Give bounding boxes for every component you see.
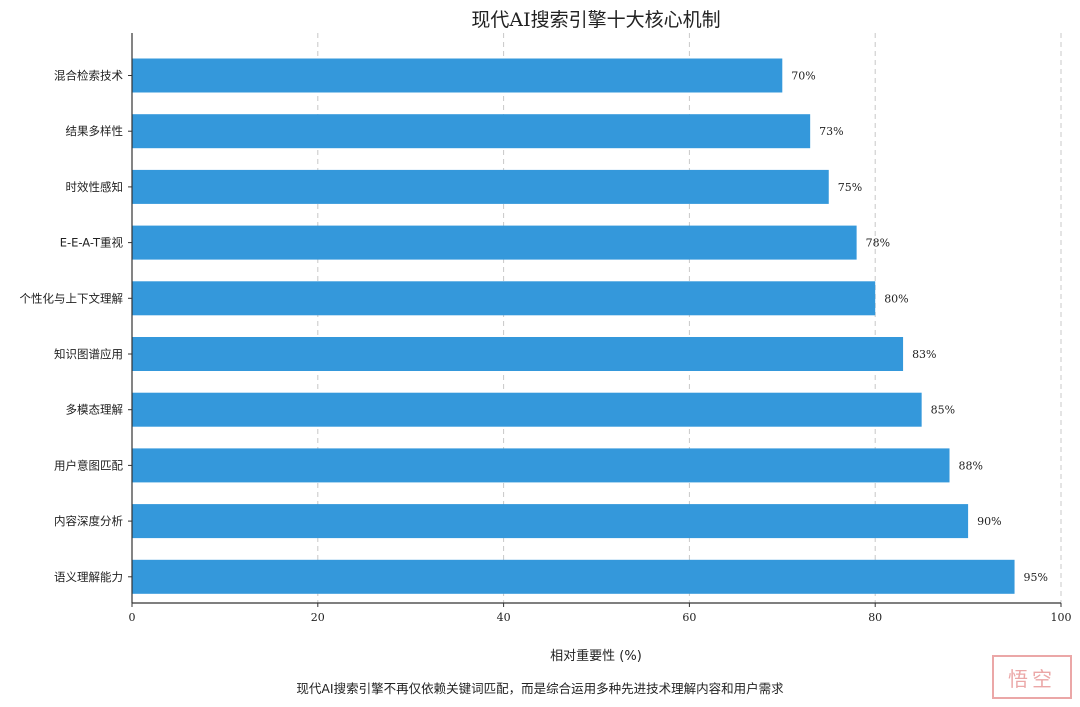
category-label: 个性化与上下文理解 bbox=[20, 291, 124, 305]
chart-title: 现代AI搜索引擎十大核心机制 bbox=[471, 9, 720, 31]
watermark-logo: 悟空 bbox=[992, 655, 1072, 699]
value-label: 90% bbox=[977, 515, 1001, 528]
value-label: 95% bbox=[1024, 571, 1048, 584]
category-label: 用户意图匹配 bbox=[54, 458, 123, 472]
value-label: 73% bbox=[819, 125, 843, 138]
x-tick-label: 60 bbox=[682, 611, 696, 624]
category-label: 多模态理解 bbox=[66, 403, 124, 417]
value-label: 88% bbox=[959, 459, 983, 472]
value-label: 75% bbox=[838, 181, 862, 194]
bar-7[interactable] bbox=[132, 448, 950, 483]
value-label: 80% bbox=[884, 292, 908, 305]
bar-9[interactable] bbox=[132, 559, 1015, 594]
bar-3[interactable] bbox=[132, 225, 857, 260]
bar-4[interactable] bbox=[132, 281, 876, 316]
bar-6[interactable] bbox=[132, 392, 922, 427]
x-tick-label: 20 bbox=[311, 611, 325, 624]
bars: 混合检索技术 70% 结果多样性 73% 时效性感知 75% E-E-A-T重视 78% 个性化… bbox=[20, 58, 1048, 594]
category-label: 内容深度分析 bbox=[54, 514, 123, 528]
bar-0[interactable] bbox=[132, 58, 783, 93]
category-label: E-E-A-T重视 bbox=[60, 236, 124, 250]
x-tick-label: 40 bbox=[497, 611, 511, 624]
axes: 0 20 40 60 80 100 bbox=[128, 33, 1072, 624]
bar-5[interactable] bbox=[132, 337, 904, 371]
x-axis-title: 相对重要性 (%) bbox=[550, 648, 642, 664]
bar-1[interactable] bbox=[132, 114, 811, 149]
chart-caption: 现代AI搜索引擎不再仅依赖关键词匹配，而是综合运用多种先进技术理解内容和用户需求 bbox=[296, 681, 784, 696]
value-label: 85% bbox=[931, 404, 955, 417]
category-label: 时效性感知 bbox=[66, 180, 124, 194]
bar-2[interactable] bbox=[132, 169, 829, 204]
category-label: 结果多样性 bbox=[66, 124, 124, 138]
value-label: 70% bbox=[791, 70, 815, 83]
bar-8[interactable] bbox=[132, 504, 969, 539]
value-label: 78% bbox=[866, 237, 890, 250]
category-label: 知识图谱应用 bbox=[54, 347, 123, 361]
x-tick-label: 0 bbox=[129, 611, 136, 624]
category-label: 语义理解能力 bbox=[54, 570, 123, 584]
x-tick-label: 80 bbox=[868, 611, 882, 624]
value-label: 83% bbox=[912, 348, 936, 361]
x-tick-label: 100 bbox=[1051, 611, 1072, 624]
category-label: 混合检索技术 bbox=[54, 69, 123, 83]
